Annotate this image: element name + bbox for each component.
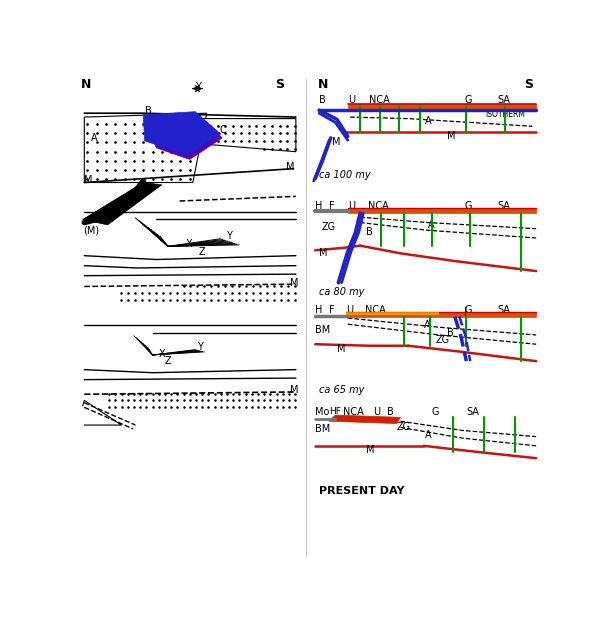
Text: M: M bbox=[447, 131, 455, 142]
Polygon shape bbox=[348, 208, 536, 213]
Text: M: M bbox=[337, 344, 346, 354]
Text: Z: Z bbox=[165, 356, 172, 366]
Text: ca 80 my: ca 80 my bbox=[319, 287, 365, 297]
Text: Y: Y bbox=[197, 342, 203, 352]
Text: M: M bbox=[290, 277, 299, 287]
Text: PRESENT DAY: PRESENT DAY bbox=[319, 486, 404, 496]
Text: X: X bbox=[186, 239, 193, 249]
Text: S: S bbox=[524, 78, 533, 91]
Text: HF: HF bbox=[329, 408, 341, 416]
Text: G: G bbox=[465, 95, 472, 105]
Text: G: G bbox=[431, 407, 439, 417]
Text: BM: BM bbox=[315, 325, 331, 335]
Text: (M): (M) bbox=[83, 225, 99, 235]
Polygon shape bbox=[143, 112, 221, 155]
Text: B: B bbox=[365, 227, 373, 237]
Text: N: N bbox=[317, 78, 328, 91]
Text: U: U bbox=[346, 304, 353, 314]
Text: G: G bbox=[465, 304, 472, 314]
Polygon shape bbox=[348, 104, 536, 109]
Text: Y: Y bbox=[226, 231, 232, 242]
Text: ZG: ZG bbox=[322, 222, 335, 232]
Text: A: A bbox=[425, 430, 432, 440]
Text: A: A bbox=[425, 116, 432, 126]
Text: B: B bbox=[386, 407, 394, 417]
Text: SA: SA bbox=[497, 201, 510, 211]
Text: ca 65 my: ca 65 my bbox=[319, 386, 365, 396]
Text: A: A bbox=[424, 320, 430, 330]
Text: M: M bbox=[84, 175, 93, 185]
Text: SA: SA bbox=[497, 95, 510, 105]
Text: NCA: NCA bbox=[343, 407, 364, 417]
Text: SA: SA bbox=[466, 407, 479, 417]
Text: M: M bbox=[319, 248, 328, 259]
Text: M: M bbox=[290, 386, 299, 396]
Text: ZG: ZG bbox=[436, 335, 449, 345]
Text: S: S bbox=[275, 78, 284, 91]
Text: ZG: ZG bbox=[397, 422, 411, 432]
Text: U: U bbox=[348, 95, 355, 105]
Text: U: U bbox=[348, 201, 355, 211]
Polygon shape bbox=[145, 117, 222, 159]
Text: Y: Y bbox=[195, 82, 201, 92]
Text: Z: Z bbox=[199, 247, 206, 257]
Text: H: H bbox=[315, 201, 323, 211]
Polygon shape bbox=[346, 312, 439, 315]
Polygon shape bbox=[84, 113, 207, 182]
Text: X: X bbox=[158, 349, 166, 359]
Polygon shape bbox=[329, 415, 401, 423]
Text: A: A bbox=[91, 133, 97, 143]
Text: M: M bbox=[332, 138, 341, 147]
Polygon shape bbox=[184, 119, 296, 152]
Text: NCA: NCA bbox=[365, 304, 386, 314]
Text: NCA: NCA bbox=[368, 201, 389, 211]
Text: A: A bbox=[428, 220, 434, 230]
Text: ca 100 my: ca 100 my bbox=[319, 170, 371, 180]
Polygon shape bbox=[346, 312, 536, 317]
Text: Mo: Mo bbox=[315, 407, 329, 417]
Text: B: B bbox=[319, 95, 326, 105]
Text: M: M bbox=[365, 445, 374, 455]
Text: G: G bbox=[465, 201, 472, 211]
Text: U: U bbox=[373, 407, 380, 417]
Text: F: F bbox=[329, 201, 335, 211]
Text: N: N bbox=[81, 78, 92, 91]
Text: H: H bbox=[315, 304, 323, 314]
Text: B: B bbox=[447, 328, 454, 338]
Text: SA: SA bbox=[497, 304, 510, 314]
Text: ISOTHERM: ISOTHERM bbox=[486, 110, 526, 120]
Text: F: F bbox=[329, 304, 335, 314]
Text: B: B bbox=[145, 106, 151, 116]
Text: NCA: NCA bbox=[370, 95, 390, 105]
Polygon shape bbox=[83, 182, 162, 225]
Text: M: M bbox=[286, 162, 295, 172]
Text: C: C bbox=[219, 125, 226, 135]
Text: BM: BM bbox=[315, 424, 331, 434]
